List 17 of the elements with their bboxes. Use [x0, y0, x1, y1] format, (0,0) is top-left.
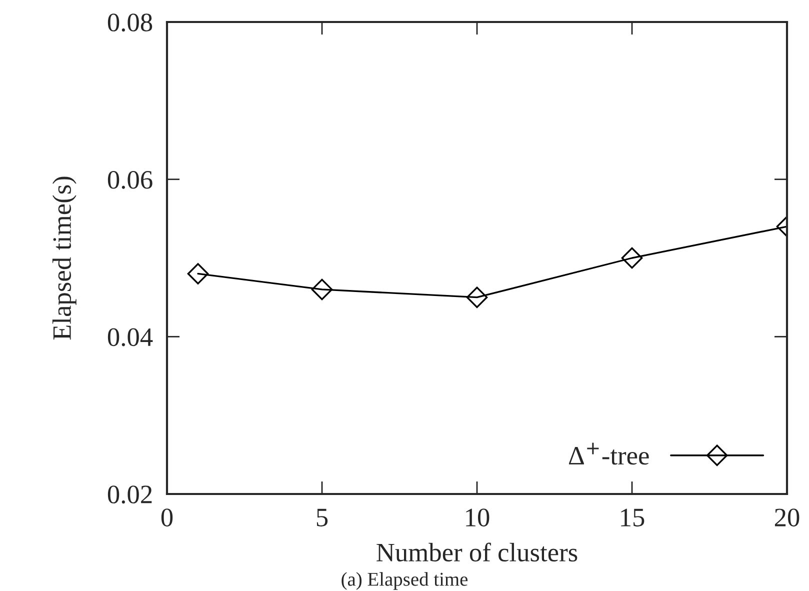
x-tick-label: 15 — [621, 508, 644, 526]
x-tick-label: 10 — [466, 508, 490, 526]
point — [311, 278, 333, 300]
point — [466, 286, 488, 308]
y-tick-label: 0.04 — [108, 328, 153, 346]
x-tick-label: 20 — [774, 508, 800, 526]
point — [187, 263, 209, 284]
y-axis-title: Elapsed time(s) — [52, 176, 76, 340]
x-tick-label: 0 — [161, 508, 173, 526]
x-axis-title: Number of clusters — [376, 542, 578, 562]
text: (a) Elapsed time — [342, 572, 468, 590]
y-tick-label: 0.02 — [108, 486, 152, 504]
y-tick-label: 0.08 — [108, 14, 152, 32]
y-tick-label: 0.06 — [108, 170, 152, 189]
point — [621, 247, 643, 269]
x-tick-label: 5 — [316, 508, 328, 526]
legend-label: Δ$^{+}$-tree — [568, 442, 649, 465]
